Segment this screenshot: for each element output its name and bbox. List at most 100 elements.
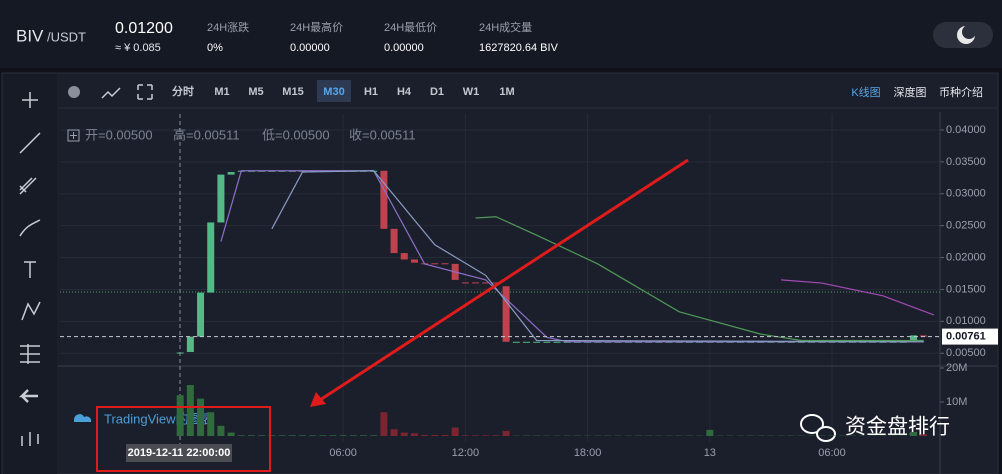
candle-body <box>197 292 205 337</box>
candle-body <box>482 282 490 284</box>
timeframe-button[interactable]: H4 <box>397 86 412 98</box>
candle-body <box>207 222 215 293</box>
indicators-icon[interactable] <box>101 87 121 99</box>
y-tick-label: 0.01500 <box>946 283 986 295</box>
volume-bar <box>268 435 276 436</box>
volume-bar <box>441 434 449 436</box>
candle-body <box>492 282 500 284</box>
volume-bar <box>309 435 317 436</box>
volume-tick-label: 10M <box>946 396 967 408</box>
y-tick-label: 0.02500 <box>946 220 986 232</box>
candle-body <box>176 352 184 354</box>
ohlc-legend: 高=0.00511 <box>173 127 240 142</box>
stat-label: 24H最低价 <box>384 21 437 34</box>
timeframe-button[interactable]: W1 <box>463 86 480 98</box>
volume-bar <box>227 432 235 436</box>
brush-tool[interactable] <box>19 219 41 237</box>
candle-body <box>410 259 418 263</box>
volume-bar <box>258 435 266 436</box>
volume-bar <box>349 435 357 436</box>
fullscreen-icon[interactable] <box>137 84 153 100</box>
ohlc-legend: 开=0.00500 <box>85 127 153 142</box>
volume-bar <box>380 412 388 436</box>
volume-bar <box>421 434 429 436</box>
timeframe-button[interactable]: M30 <box>323 86 344 98</box>
candle-body <box>553 341 561 343</box>
top-icons <box>68 84 153 100</box>
active-timeframe-bg <box>317 80 351 102</box>
text-tool[interactable] <box>24 261 36 278</box>
volume-bar <box>370 435 378 436</box>
x-tick-label: 12:00 <box>452 447 480 459</box>
fib-tool[interactable] <box>19 177 37 195</box>
header-bar <box>0 0 1002 68</box>
tradingview-logo <box>74 414 92 422</box>
last-price-label: 0.00761 <box>946 330 986 342</box>
pair-quote: /USDT <box>47 29 86 44</box>
wechat-icon <box>800 414 836 442</box>
candle-body <box>186 336 194 352</box>
timeframe-button[interactable]: M5 <box>248 86 263 98</box>
volume-bar <box>492 435 500 436</box>
volume-bar <box>329 435 337 436</box>
candle-body <box>543 341 551 343</box>
ohlc-legend: 低=0.00500 <box>262 127 330 142</box>
back-tool[interactable] <box>18 389 38 403</box>
volume-bar <box>197 398 205 436</box>
moving-average <box>475 216 924 342</box>
stat-value: 0% <box>207 42 223 54</box>
volume-bar <box>217 425 225 436</box>
candle-body <box>380 170 388 229</box>
x-tick-label: 18:00 <box>574 447 602 459</box>
volume-bar <box>360 435 368 436</box>
volume-bar <box>298 435 306 436</box>
timeframe-button[interactable]: 1M <box>499 86 514 98</box>
stat-label: 24H最高价 <box>290 20 343 34</box>
price-cny: ≈ ¥ 0.085 <box>115 42 161 54</box>
top-toolbar <box>58 74 997 108</box>
timeframe-button[interactable]: D1 <box>430 86 444 98</box>
volume-bar <box>400 432 408 436</box>
crosshair-time-box <box>126 444 232 462</box>
grid <box>58 112 997 474</box>
candle-body <box>400 253 408 260</box>
candle-body <box>920 335 928 337</box>
candle-body <box>217 174 225 223</box>
volume-bar <box>482 435 490 436</box>
stat-value: 1627820.64 BIV <box>479 42 559 54</box>
last-price: 0.01200 <box>115 20 173 37</box>
pair-base: BIV <box>16 26 44 45</box>
timeframe-button[interactable]: M15 <box>282 86 303 98</box>
candle-body <box>390 228 398 254</box>
volume-bar <box>339 435 347 436</box>
y-tick-label: 0.02000 <box>946 251 986 263</box>
view-tab[interactable]: 币种介绍 <box>939 85 983 99</box>
candle-tool[interactable] <box>21 432 39 446</box>
x-tick-label: 13 <box>704 447 716 459</box>
timeframe-button[interactable]: M1 <box>214 86 229 98</box>
measure-tool[interactable] <box>20 344 40 364</box>
candle-body <box>461 282 469 284</box>
settings-icon[interactable] <box>68 86 80 98</box>
pattern-tool[interactable] <box>21 301 41 321</box>
candle-body <box>441 263 449 265</box>
stat-value: 0.00000 <box>384 42 424 54</box>
timeframe-button[interactable]: H1 <box>364 86 378 98</box>
timeframe-button[interactable]: 分时 <box>172 84 194 98</box>
y-tick-label: 0.04000 <box>946 124 986 136</box>
moving-average <box>271 170 924 343</box>
moon-cutout <box>962 25 976 39</box>
volume-bar <box>451 427 459 436</box>
candle-body <box>533 341 541 343</box>
y-tick-label: 0.03500 <box>946 156 986 168</box>
wechat-bubble-small <box>816 426 836 442</box>
view-tab[interactable]: K线图 <box>851 85 880 99</box>
volume-bar <box>706 429 714 436</box>
volume-tick-label: 20M <box>946 362 967 374</box>
line-tool[interactable] <box>19 132 41 154</box>
crosshair-tool[interactable] <box>22 92 38 108</box>
legend-toggle[interactable] <box>67 129 80 142</box>
volume-bar <box>390 429 398 436</box>
view-tab[interactable]: 深度图 <box>894 85 927 99</box>
